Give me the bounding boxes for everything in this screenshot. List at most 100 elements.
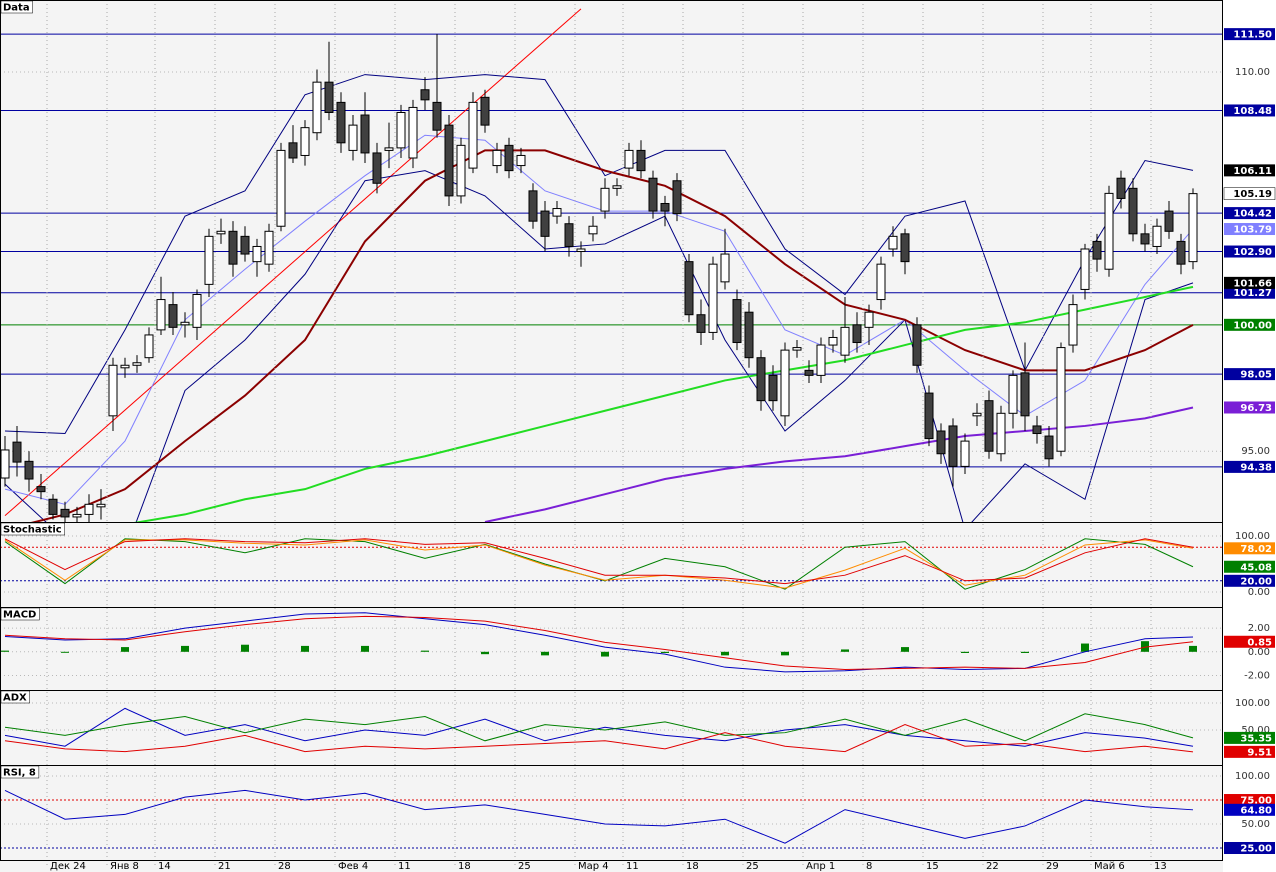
candle-body <box>108 364 118 417</box>
price-tag <box>1224 318 1275 331</box>
x-tick-label: Фев 4 <box>338 861 368 872</box>
x-tick-label: 29 <box>1046 861 1059 872</box>
y-tick-label: -2.00 <box>1244 670 1270 681</box>
candle-body <box>720 253 730 283</box>
y-tick-label: 2.00 <box>1248 623 1270 634</box>
price-tag-label: 25.00 <box>1240 844 1272 855</box>
x-tick-label: 22 <box>986 861 999 872</box>
panel-title-box <box>0 0 33 14</box>
candle-body <box>840 326 850 356</box>
indicator-line <box>4 713 1194 742</box>
indicator-line <box>4 538 1194 590</box>
candle-body <box>444 124 454 197</box>
candle-body <box>240 235 250 255</box>
price-tag-label: 96.73 <box>1240 403 1272 414</box>
indicator-line <box>4 789 1194 844</box>
price-tag-label: 78.02 <box>1240 544 1272 555</box>
candle-body <box>552 208 562 217</box>
x-tick-label: Янв 8 <box>110 861 139 872</box>
candle-body <box>396 111 406 149</box>
candle-body <box>960 440 970 467</box>
candle-body <box>888 235 898 250</box>
histogram-bar <box>841 649 849 652</box>
x-tick-label: 14 <box>158 861 171 872</box>
candle-body <box>1080 248 1090 290</box>
price-tag <box>1224 223 1275 236</box>
candle-body <box>1092 240 1102 260</box>
price-tag-label: 94.38 <box>1240 462 1272 473</box>
candle-body <box>492 149 502 167</box>
indicator-line <box>30 149 1194 522</box>
candle-body <box>384 147 394 151</box>
candle-body <box>420 89 430 101</box>
histogram-bar <box>541 651 549 656</box>
indicator-line <box>4 612 1194 673</box>
candle-body <box>432 101 442 131</box>
histogram-bar <box>1081 643 1089 652</box>
x-tick-label: 25 <box>746 861 759 872</box>
candle-body <box>156 299 166 331</box>
y-tick-label: 0.00 <box>1248 647 1270 658</box>
panel-title-box <box>0 522 65 536</box>
panel-border <box>0 765 1223 861</box>
candle-body <box>852 324 862 344</box>
candle-body <box>528 190 538 222</box>
candle-body <box>588 225 598 235</box>
price-tag-label: 20.00 <box>1240 576 1272 587</box>
indicator-line <box>4 724 1194 753</box>
indicator-line <box>133 285 1194 522</box>
plot-background <box>0 0 1223 860</box>
histogram-bar <box>1021 651 1029 653</box>
candle-body <box>348 124 358 151</box>
price-tag-label: 106.11 <box>1233 166 1272 177</box>
x-tick-label: Апр 1 <box>806 861 835 872</box>
price-tag-label: 111.50 <box>1233 30 1272 41</box>
candle-body <box>672 180 682 215</box>
price-tag <box>1224 164 1275 177</box>
histogram-bar <box>1141 641 1149 652</box>
histogram-bar <box>121 647 129 652</box>
panel <box>0 702 1222 753</box>
candle-body <box>1104 192 1114 270</box>
y-tick-label: 110.00 <box>1235 67 1270 78</box>
candle-body <box>828 336 838 346</box>
x-tick-label: 15 <box>926 861 939 872</box>
price-column <box>1223 0 1276 872</box>
candle-body <box>984 400 994 452</box>
x-tick-label: 18 <box>458 861 471 872</box>
histogram-bar <box>481 651 489 655</box>
y-tick-label: 50.00 <box>1241 819 1270 830</box>
candle-body <box>708 263 718 333</box>
y-tick-label: 50.00 <box>1241 725 1270 736</box>
candle-body <box>684 261 694 316</box>
candle-body <box>120 364 130 369</box>
indicator-line <box>4 615 1194 671</box>
x-tick-label: Дек 24 <box>50 861 86 872</box>
candle-body <box>612 185 622 189</box>
price-tag <box>1224 542 1275 555</box>
price-tag <box>1224 276 1275 289</box>
price-tag-label: 75.00 <box>1240 796 1272 807</box>
candle-body <box>648 177 658 212</box>
candle-body <box>744 311 754 359</box>
panel-title-box <box>0 765 40 779</box>
candle-body <box>900 233 910 263</box>
candle-body <box>300 127 310 156</box>
price-tag-label: 64.80 <box>1240 805 1272 816</box>
panel-title: Data <box>3 3 30 14</box>
candle-body <box>264 230 274 265</box>
candle-body <box>780 349 790 417</box>
price-tag <box>1224 460 1275 473</box>
x-tick-label: 21 <box>218 861 231 872</box>
price-tag <box>1224 104 1275 117</box>
histogram-bar <box>1 650 9 652</box>
candle-body <box>276 149 286 227</box>
price-tag <box>1224 245 1275 258</box>
candle-body <box>1188 193 1198 263</box>
candle-body <box>1056 347 1066 452</box>
candle-body <box>996 412 1006 455</box>
candle-body <box>192 293 202 328</box>
candle-body <box>1164 210 1174 232</box>
candle-body <box>252 245 262 263</box>
candle-body <box>216 230 226 235</box>
